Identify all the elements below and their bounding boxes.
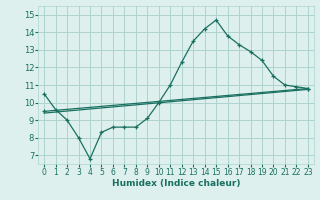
X-axis label: Humidex (Indice chaleur): Humidex (Indice chaleur) — [112, 179, 240, 188]
